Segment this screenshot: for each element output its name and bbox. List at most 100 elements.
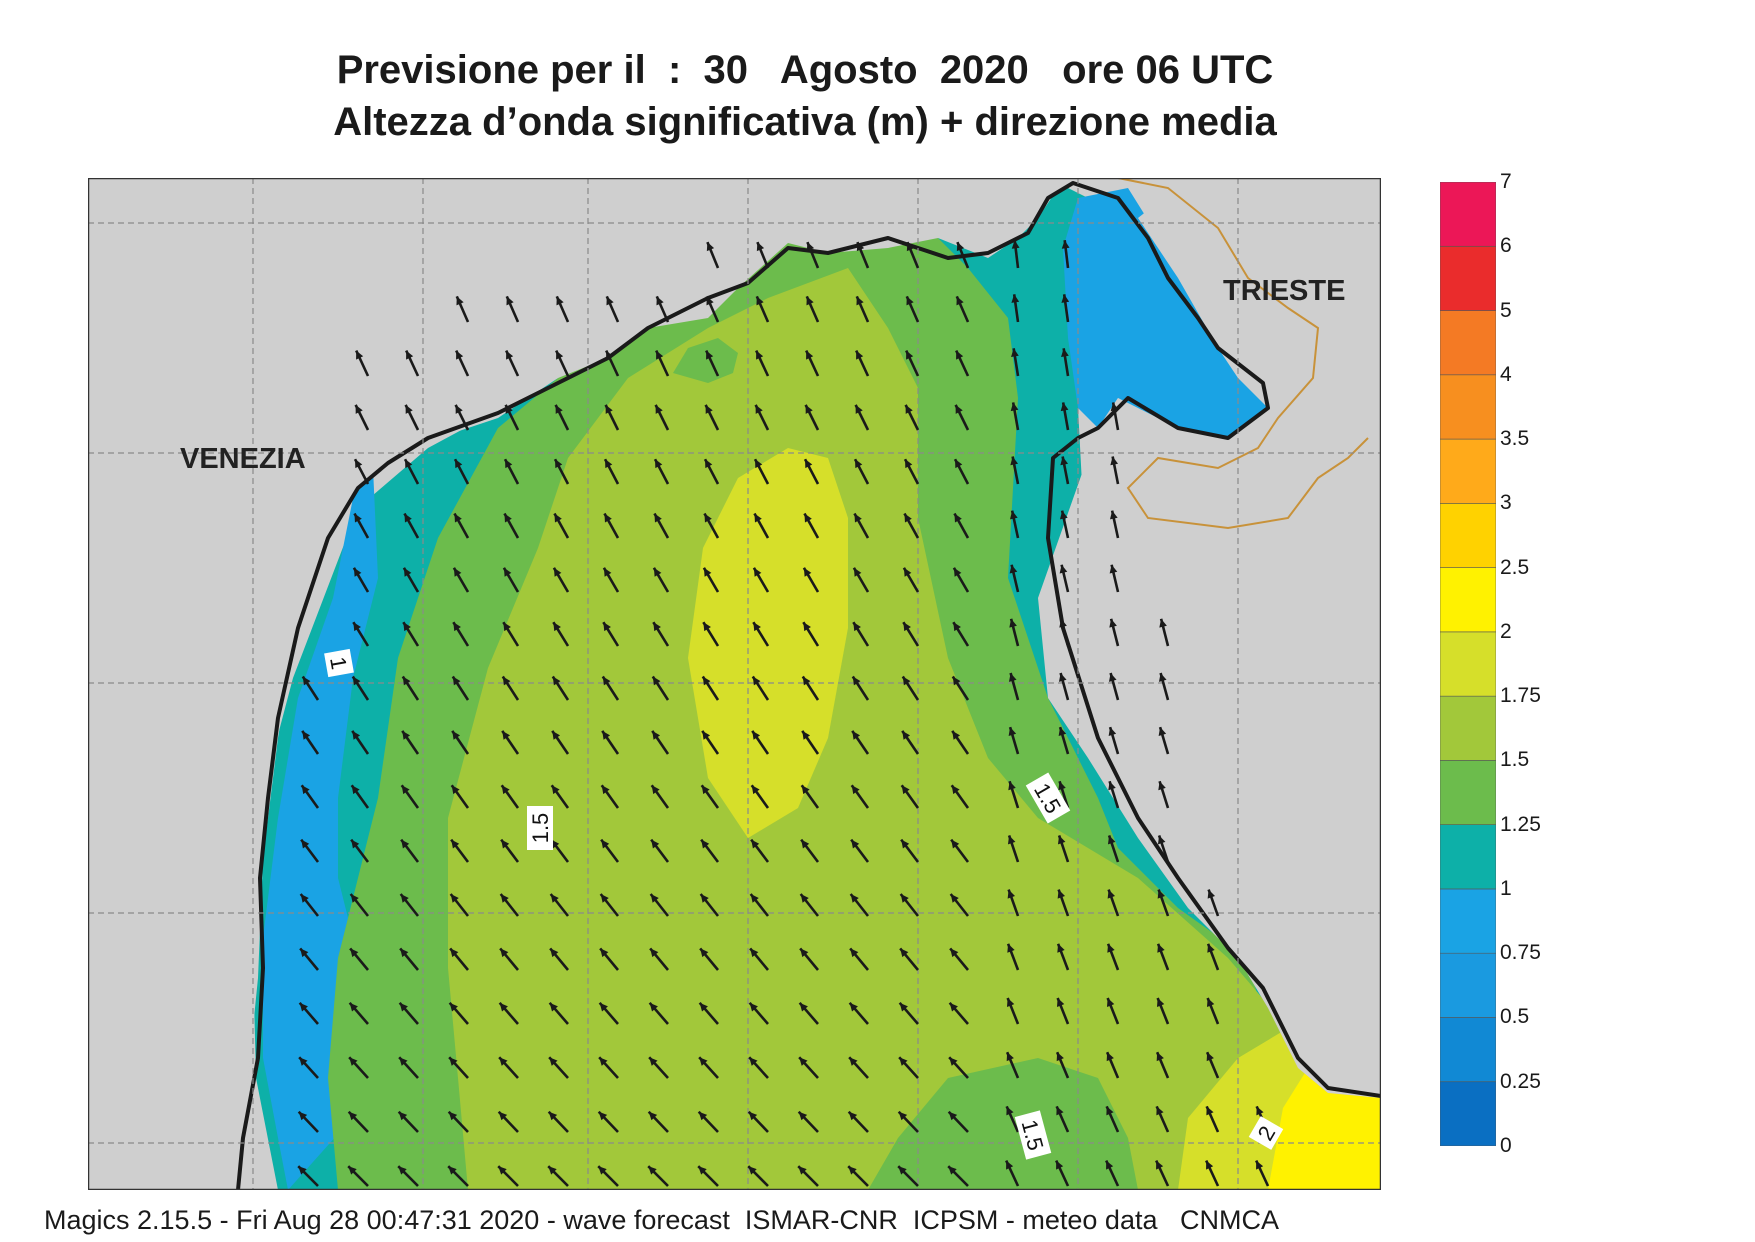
wave-arrow-head — [602, 676, 611, 686]
wave-arrow-head — [449, 1057, 458, 1066]
wave-arrow-head — [452, 676, 461, 686]
wave-arrow-head — [398, 1166, 407, 1175]
wave-arrow-head — [400, 948, 409, 958]
wave-arrow-head — [298, 1111, 308, 1121]
wave-arrow-head — [399, 1057, 408, 1066]
wave-arrow-head — [499, 1057, 508, 1066]
wave-arrow-head — [1057, 835, 1066, 845]
wave-arrow-head — [505, 459, 513, 469]
wave-arrow-head — [1059, 510, 1068, 520]
wave-arrow-head — [899, 1057, 908, 1066]
wave-arrow-head — [599, 1002, 608, 1012]
wave-arrow-head — [1058, 727, 1067, 737]
wave-arrow-head — [852, 676, 861, 686]
wave-arrow-head — [1007, 835, 1016, 845]
wave-arrow-head — [600, 948, 609, 958]
wave-map-svg: VENEZIA TRIESTE 1 1.5 1.5 1.5 2 — [87, 177, 1382, 1191]
wave-arrow-head — [850, 894, 859, 903]
wave-arrow-head — [1008, 672, 1017, 682]
wave-arrow-head — [603, 567, 612, 577]
wave-arrow-head — [499, 1002, 508, 1012]
color-scale-label: 7 — [1500, 170, 1512, 193]
wave-arrow-head — [753, 567, 762, 577]
color-scale-swatch — [1439, 567, 1497, 633]
wave-arrow-head — [1206, 1052, 1214, 1062]
wave-arrow-head — [506, 350, 514, 360]
wave-arrow-head — [855, 404, 863, 414]
wave-arrow-head — [550, 894, 559, 903]
wave-arrow-head — [704, 513, 712, 523]
wave-arrow-head — [950, 948, 959, 958]
wave-arrow-head — [1058, 781, 1066, 791]
color-scale-label: 1.5 — [1500, 748, 1530, 772]
color-scale-label: 3.5 — [1500, 427, 1530, 451]
wave-arrow-head — [1206, 1160, 1214, 1170]
wave-arrow-head — [453, 567, 462, 577]
wave-arrow-head — [703, 567, 712, 577]
title-line-2: Altezza d’onda significativa (m) + direz… — [333, 100, 1277, 144]
wave-arrow-head — [301, 839, 310, 849]
wave-arrow-head — [553, 567, 562, 577]
wave-arrow-head — [948, 1111, 958, 1121]
color-scale-swatch — [1439, 760, 1497, 825]
wave-arrow-head — [653, 567, 662, 577]
color-scale-swatch — [1439, 631, 1497, 697]
wave-arrow-head — [856, 296, 864, 306]
wave-arrow-head — [455, 404, 463, 414]
wave-arrow-head — [553, 622, 561, 632]
wave-arrow-head — [504, 513, 512, 523]
color-scale-swatch — [1439, 438, 1497, 504]
wave-arrow-head — [698, 1111, 708, 1121]
wave-arrow-head — [1107, 997, 1115, 1007]
wave-arrow-head — [950, 894, 959, 903]
land-northeast — [1038, 178, 1381, 1098]
color-scale-swatch — [1439, 824, 1497, 890]
wave-arrow-head — [405, 459, 413, 469]
wave-arrow-head — [654, 513, 662, 523]
wave-arrow-head — [1056, 1160, 1064, 1170]
wave-arrow-head — [700, 894, 709, 903]
wave-arrow-head — [403, 567, 412, 577]
wave-arrow-head — [1157, 835, 1166, 845]
wave-arrow-head — [850, 948, 859, 958]
wave-arrow-head — [348, 1166, 357, 1175]
wave-arrow-head — [806, 242, 815, 252]
color-scale-swatch — [1439, 503, 1497, 568]
wave-arrow-head — [901, 785, 910, 795]
wave-arrow-head — [598, 1111, 608, 1121]
sea-band-3-south — [868, 1058, 1138, 1190]
wave-arrow-head — [1157, 997, 1165, 1007]
wave-arrow-head — [448, 1111, 458, 1121]
wave-arrow-head — [456, 296, 464, 306]
sea-band-3 — [448, 268, 1381, 1190]
city-label-trieste: TRIESTE — [1223, 275, 1345, 307]
wave-arrow-head — [498, 1111, 508, 1121]
color-scale-label: 0.75 — [1500, 941, 1541, 965]
wave-arrow-head — [1107, 889, 1116, 899]
graticule — [88, 178, 1381, 1190]
wave-arrow-head — [705, 459, 713, 469]
contour-label-1: 1 — [325, 655, 352, 671]
wave-arrow-head — [906, 242, 915, 252]
wave-arrow-head — [354, 513, 362, 523]
wave-arrow-head — [1007, 997, 1015, 1007]
wave-arrow-head — [1061, 348, 1069, 357]
wave-arrow-head — [898, 1111, 908, 1121]
wave-arrow-head — [600, 894, 609, 903]
wave-arrow-head — [805, 459, 813, 469]
wave-arrow-head — [949, 1057, 958, 1066]
color-scale-label: 0 — [1500, 1134, 1512, 1157]
wave-arrow-head — [955, 404, 963, 414]
wave-arrow-head — [851, 839, 860, 849]
wave-arrow-head — [651, 839, 660, 849]
wave-arrow-head — [949, 1002, 958, 1012]
wave-arrow-head — [454, 513, 462, 523]
wave-arrow-head — [398, 1111, 408, 1121]
contour-label-box-1 — [324, 648, 354, 678]
color-scale-swatch — [1439, 1017, 1497, 1083]
contour-label-box-5 — [1248, 1116, 1284, 1150]
wave-arrow-head — [953, 622, 961, 632]
wave-arrow-head — [806, 350, 814, 360]
wave-arrow-head — [750, 948, 759, 958]
wave-arrow-head — [348, 1111, 358, 1121]
